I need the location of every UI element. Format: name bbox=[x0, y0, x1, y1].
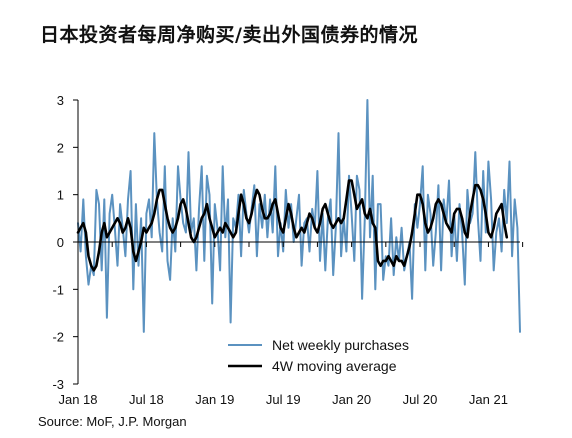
x-tick-label: Jul 20 bbox=[403, 392, 438, 407]
source-note: Source: MoF, J.P. Morgan bbox=[38, 414, 187, 429]
x-tick-label: Jul 18 bbox=[129, 392, 164, 407]
y-tick-label: 3 bbox=[57, 93, 64, 108]
y-tick-label: 2 bbox=[57, 140, 64, 155]
x-tick-label: Jul 19 bbox=[266, 392, 301, 407]
y-tick-label: -2 bbox=[52, 330, 64, 345]
legend: Net weekly purchases 4W moving average bbox=[228, 337, 409, 374]
series-line-4w-moving-average bbox=[76, 179, 509, 272]
y-tick-label: -3 bbox=[52, 377, 64, 392]
x-tick-label: Jan 21 bbox=[469, 392, 508, 407]
plot-area bbox=[76, 99, 521, 333]
x-tick-label: Jan 20 bbox=[332, 392, 371, 407]
x-tick-label: Jan 18 bbox=[58, 392, 97, 407]
legend-label-net-weekly-purchases: Net weekly purchases bbox=[272, 337, 409, 353]
y-tick-label: 1 bbox=[57, 188, 64, 203]
y-tick-label: 0 bbox=[57, 235, 64, 250]
x-tick-label: Jan 19 bbox=[195, 392, 234, 407]
legend-label-4w-moving-average: 4W moving average bbox=[272, 358, 397, 374]
y-tick-label: -1 bbox=[52, 282, 64, 297]
chart-title: 日本投资者每周净购买/卖出外国债券的情况 bbox=[40, 24, 418, 46]
